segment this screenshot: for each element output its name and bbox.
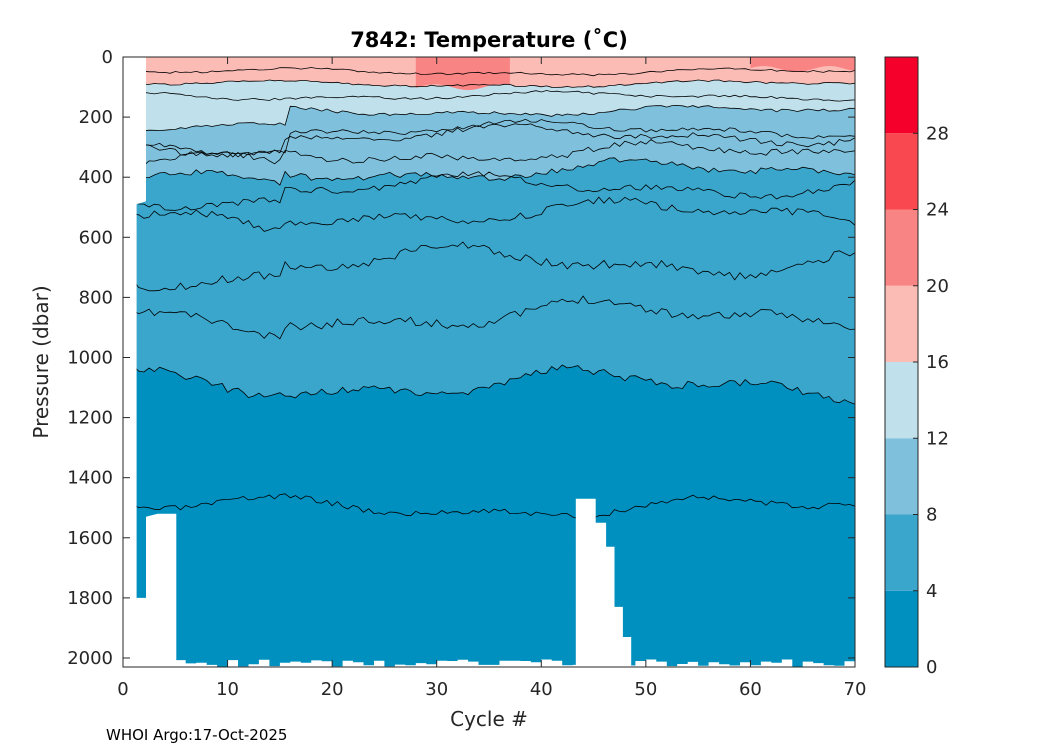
isotherm-line: [133, 139, 855, 166]
colorbar-tick-label: 28: [926, 123, 949, 144]
colorbar-segment: [885, 57, 918, 134]
x-axis-ticks: 0 10 20 30 40 50 60 70: [117, 57, 866, 700]
y-tick-label: 600: [79, 227, 113, 248]
isotherm-lines: [133, 67, 855, 520]
x-tick-label: 50: [634, 679, 657, 700]
colorbar-tick-label: 20: [926, 276, 949, 297]
plot-frame: [122, 56, 856, 668]
y-tick-label: 1400: [67, 468, 113, 489]
x-tick-label: 70: [844, 679, 867, 700]
isotherm-line: [133, 196, 855, 232]
chart-title: 7842: Temperature (˚C): [350, 28, 628, 52]
x-axis-label: Cycle #: [450, 707, 528, 731]
contour-band: [415, 57, 510, 91]
x-tick-label: 0: [117, 679, 128, 700]
colorbar-segment: [885, 514, 918, 591]
isotherm-line: [133, 493, 855, 520]
colorbar-segment: [885, 438, 918, 515]
x-tick-label: 40: [530, 679, 553, 700]
colorbar-tick-label: 8: [926, 505, 937, 526]
isotherm-line: [133, 105, 855, 132]
y-tick-label: 200: [79, 107, 113, 128]
colorbar-tick-label: 24: [926, 200, 949, 221]
footer-credit: WHOI Argo:17-Oct-2025: [106, 726, 288, 744]
y-tick-label: 1000: [67, 347, 113, 368]
colorbar-tick-label: 0: [926, 657, 937, 678]
colorbar: 0 4 8 12 16 20 24 28: [884, 56, 949, 678]
y-axis-label: Pressure (dbar): [29, 285, 53, 438]
isotherm-line: [133, 241, 855, 292]
colorbar-segment: [885, 362, 918, 439]
x-tick-label: 30: [425, 679, 448, 700]
y-tick-label: 2000: [67, 648, 113, 669]
data-gaps: [123, 57, 855, 667]
colorbar-tick-label: 4: [926, 581, 937, 602]
data-gap-bottom: [175, 659, 855, 667]
isotherm-line: [133, 295, 855, 340]
colorbar-segment: [885, 209, 918, 286]
colorbar-segment: [885, 133, 918, 210]
isotherm-line: [133, 79, 855, 88]
isotherm-line: [133, 90, 855, 102]
y-tick-label: 1200: [67, 408, 113, 429]
colorbar-segment: [885, 590, 918, 667]
colorbar-tick-label: 12: [926, 428, 949, 449]
isotherm-line: [133, 157, 855, 186]
colorbar-segment: [885, 285, 918, 362]
y-tick-label: 800: [79, 287, 113, 308]
x-tick-label: 60: [739, 679, 762, 700]
isotherm-line: [133, 118, 855, 156]
y-tick-label: 0: [102, 47, 113, 68]
isotherm-line: [133, 364, 855, 405]
y-axis-ticks: 0 200 400 600 800 1000 1200 1400 1600 1800 2000: [67, 47, 855, 669]
y-tick-label: 1600: [67, 528, 113, 549]
y-tick-label: 400: [79, 167, 113, 188]
contour-band: [750, 57, 855, 72]
contour-layers: [133, 57, 855, 667]
isotherm-line: [133, 67, 855, 77]
data-gap-left: [123, 57, 177, 667]
y-tick-label: 1800: [67, 588, 113, 609]
isotherm-line: [133, 171, 855, 211]
colorbar-tick-label: 16: [926, 352, 949, 373]
x-tick-label: 10: [216, 679, 239, 700]
x-tick-label: 20: [321, 679, 344, 700]
data-gap-middle: [575, 498, 632, 667]
